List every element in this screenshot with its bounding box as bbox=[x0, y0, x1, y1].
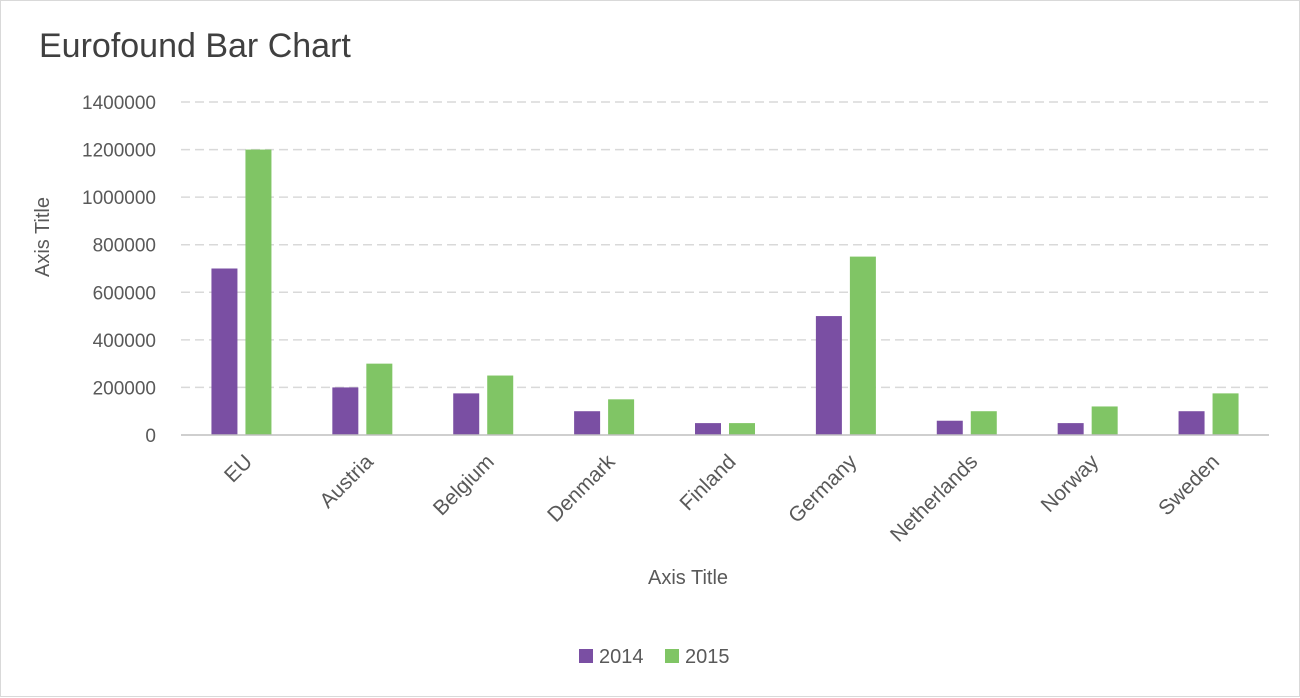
y-tick-label: 1000000 bbox=[82, 188, 156, 209]
bar-2014-germany bbox=[815, 316, 842, 435]
bar-2015-germany bbox=[849, 256, 876, 435]
y-axis-ticks: 0 200000 400000 600000 800000 1000000 1200000 1… bbox=[82, 93, 156, 447]
x-axis-ticks: EU Austria Belgium Denmark Finland Germany Net… bbox=[220, 450, 1224, 547]
bars bbox=[211, 149, 1239, 436]
x-tick-label: Finland bbox=[676, 450, 741, 515]
bar-2014-denmark bbox=[574, 411, 601, 435]
y-tick-label: 600000 bbox=[93, 283, 156, 304]
bar-2014-finland bbox=[695, 423, 721, 435]
legend-label: 2014 bbox=[599, 646, 644, 668]
bar-2014-eu bbox=[211, 268, 238, 435]
bar-2014-austria bbox=[332, 387, 359, 435]
legend: 2014 2015 bbox=[579, 646, 730, 668]
bar-2015-belgium bbox=[487, 375, 514, 435]
x-tick-label: Germany bbox=[784, 450, 862, 528]
x-tick-label: Sweden bbox=[1154, 450, 1224, 520]
bar-2015-denmark bbox=[608, 399, 635, 435]
x-axis-title: Axis Title bbox=[648, 567, 728, 589]
bar-2015-sweden bbox=[1212, 393, 1239, 435]
chart-title: Eurofound Bar Chart bbox=[39, 27, 351, 65]
y-tick-label: 1200000 bbox=[82, 141, 156, 162]
gridlines bbox=[181, 101, 1269, 389]
x-tick-label: Austria bbox=[315, 450, 378, 513]
bar-2014-belgium bbox=[453, 393, 480, 435]
bar-2014-norway bbox=[1057, 423, 1084, 435]
legend-swatch-2015 bbox=[665, 649, 679, 663]
y-tick-label: 200000 bbox=[93, 378, 156, 399]
y-tick-label: 0 bbox=[145, 426, 156, 447]
x-tick-label: Norway bbox=[1037, 450, 1104, 517]
bar-2015-netherlands bbox=[970, 411, 997, 435]
y-tick-label: 400000 bbox=[93, 331, 156, 352]
bar-2015-eu bbox=[245, 149, 272, 436]
y-tick-label: 800000 bbox=[93, 236, 156, 257]
bar-2015-austria bbox=[366, 363, 393, 435]
bar-2015-norway bbox=[1091, 406, 1118, 435]
y-tick-label: 1400000 bbox=[82, 93, 156, 114]
legend-swatch-2014 bbox=[579, 649, 593, 663]
x-tick-label: Netherlands bbox=[886, 450, 982, 546]
legend-label: 2015 bbox=[685, 646, 730, 668]
bar-2014-netherlands bbox=[936, 420, 963, 435]
bar-2014-sweden bbox=[1178, 411, 1205, 435]
x-tick-label: EU bbox=[220, 450, 257, 487]
x-tick-label: Denmark bbox=[543, 450, 620, 527]
x-tick-label: Belgium bbox=[429, 450, 499, 520]
bar-2015-finland bbox=[729, 423, 755, 435]
y-axis-title: Axis Title bbox=[32, 197, 54, 277]
